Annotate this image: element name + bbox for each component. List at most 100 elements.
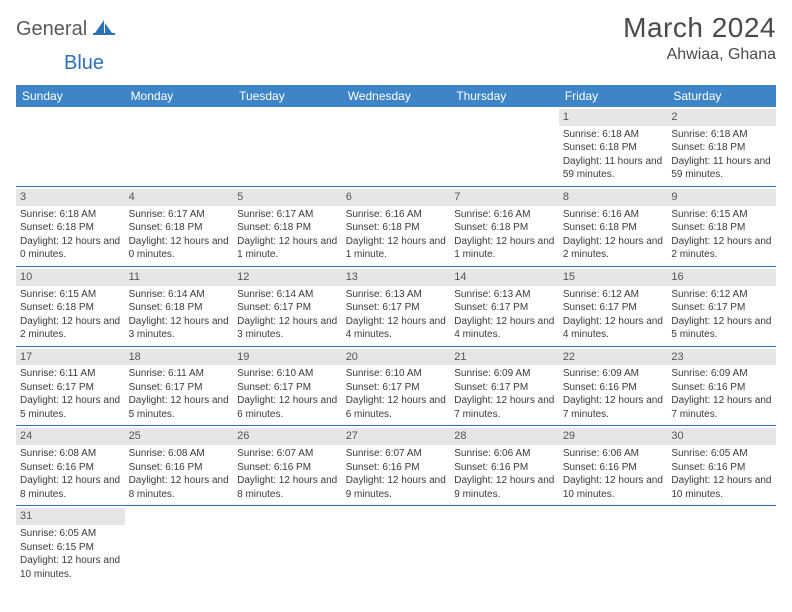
day-number: 4 (125, 189, 234, 206)
weekday-header: Tuesday (233, 85, 342, 107)
day-number: 28 (450, 428, 559, 445)
day-number: 1 (559, 109, 668, 126)
calendar-cell: 28Sunrise: 6:06 AMSunset: 6:16 PMDayligh… (450, 426, 559, 506)
day-info: Sunrise: 6:09 AMSunset: 6:17 PMDaylight:… (454, 367, 555, 421)
calendar-table: SundayMondayTuesdayWednesdayThursdayFrid… (16, 85, 776, 585)
calendar-row: 3Sunrise: 6:18 AMSunset: 6:18 PMDaylight… (16, 186, 776, 266)
calendar-cell: 14Sunrise: 6:13 AMSunset: 6:17 PMDayligh… (450, 266, 559, 346)
calendar-cell: 25Sunrise: 6:08 AMSunset: 6:16 PMDayligh… (125, 426, 234, 506)
calendar-cell (16, 107, 125, 186)
day-info: Sunrise: 6:17 AMSunset: 6:18 PMDaylight:… (129, 208, 230, 262)
calendar-cell: 12 Sunrise: 6:14 AMSunset: 6:17 PMDayligh… (233, 266, 342, 346)
day-info: Sunrise: 6:07 AMSunset: 6:16 PMDaylight:… (237, 447, 338, 501)
day-number: 29 (559, 428, 668, 445)
logo-text-general: General (16, 18, 87, 41)
day-number: 24 (16, 428, 125, 445)
day-number: 11 (125, 269, 234, 286)
day-info: Sunrise: 6:13 AMSunset: 6:17 PMDaylight:… (454, 288, 555, 342)
calendar-cell: 2 Sunrise: 6:18 AMSunset: 6:18 PMDaylight… (667, 107, 776, 186)
day-number: 27 (342, 428, 451, 445)
day-number: 9 (667, 189, 776, 206)
calendar-cell: 11Sunrise: 6:14 AMSunset: 6:18 PMDayligh… (125, 266, 234, 346)
calendar-cell: 21Sunrise: 6:09 AMSunset: 6:17 PMDayligh… (450, 346, 559, 426)
day-number: 18 (125, 349, 234, 366)
weekday-header: Sunday (16, 85, 125, 107)
day-number: 15 (559, 269, 668, 286)
title-block: March 2024 Ahwiaa, Ghana (623, 12, 776, 64)
calendar-cell: 31 Sunrise: 6:05 AMSunset: 6:15 PMDayligh… (16, 506, 125, 585)
day-number: 17 (16, 349, 125, 366)
day-info: Sunrise: 6:11 AMSunset: 6:17 PMDaylight:… (129, 367, 230, 421)
day-number: 2 (667, 109, 776, 126)
day-number: 23 (667, 349, 776, 366)
location: Ahwiaa, Ghana (623, 46, 776, 64)
day-number: 13 (342, 269, 451, 286)
day-info: Sunrise: 6:14 AMSunset: 6:17 PMDaylight:… (237, 288, 338, 342)
day-info: Sunrise: 6:09 AMSunset: 6:16 PMDaylight:… (671, 367, 772, 421)
weekday-header: Saturday (667, 85, 776, 107)
calendar-cell: 13 Sunrise: 6:13 AMSunset: 6:17 PMDayligh… (342, 266, 451, 346)
calendar-cell: 27 Sunrise: 6:07 AMSunset: 6:16 PMDayligh… (342, 426, 451, 506)
day-info: Sunrise: 6:15 AMSunset: 6:18 PMDaylight:… (671, 208, 772, 262)
calendar-cell: 10Sunrise: 6:15 AMSunset: 6:18 PMDayligh… (16, 266, 125, 346)
day-info: Sunrise: 6:10 AMSunset: 6:17 PMDaylight:… (346, 367, 447, 421)
calendar-row: 17Sunrise: 6:11 AMSunset: 6:17 PMDayligh… (16, 346, 776, 426)
day-info: Sunrise: 6:16 AMSunset: 6:18 PMDaylight:… (346, 208, 447, 262)
day-info: Sunrise: 6:15 AMSunset: 6:18 PMDaylight:… (20, 288, 121, 342)
calendar-cell (342, 107, 451, 186)
day-number: 26 (233, 428, 342, 445)
day-number: 31 (16, 508, 125, 525)
day-number: 22 (559, 349, 668, 366)
calendar-cell (233, 506, 342, 585)
calendar-cell (667, 506, 776, 585)
day-info: Sunrise: 6:18 AMSunset: 6:18 PMDaylight:… (671, 128, 772, 182)
day-info: Sunrise: 6:12 AMSunset: 6:17 PMDaylight:… (671, 288, 772, 342)
calendar-cell: 3Sunrise: 6:18 AMSunset: 6:18 PMDaylight… (16, 186, 125, 266)
day-info: Sunrise: 6:05 AMSunset: 6:15 PMDaylight:… (20, 527, 121, 581)
day-number: 12 (233, 269, 342, 286)
day-info: Sunrise: 6:18 AMSunset: 6:18 PMDaylight:… (563, 128, 664, 182)
day-number: 30 (667, 428, 776, 445)
day-info: Sunrise: 6:05 AMSunset: 6:16 PMDaylight:… (671, 447, 772, 501)
calendar-cell: 20Sunrise: 6:10 AMSunset: 6:17 PMDayligh… (342, 346, 451, 426)
weekday-header: Thursday (450, 85, 559, 107)
calendar-body: 1Sunrise: 6:18 AMSunset: 6:18 PMDaylight… (16, 107, 776, 585)
calendar-row: 24Sunrise: 6:08 AMSunset: 6:16 PMDayligh… (16, 426, 776, 506)
calendar-cell: 26 Sunrise: 6:07 AMSunset: 6:16 PMDayligh… (233, 426, 342, 506)
calendar-cell (559, 506, 668, 585)
day-info: Sunrise: 6:17 AMSunset: 6:18 PMDaylight:… (237, 208, 338, 262)
calendar-row: 31 Sunrise: 6:05 AMSunset: 6:15 PMDayligh… (16, 506, 776, 585)
month-title: March 2024 (623, 12, 776, 44)
day-info: Sunrise: 6:18 AMSunset: 6:18 PMDaylight:… (20, 208, 121, 262)
day-info: Sunrise: 6:07 AMSunset: 6:16 PMDaylight:… (346, 447, 447, 501)
calendar-cell (125, 506, 234, 585)
day-info: Sunrise: 6:10 AMSunset: 6:17 PMDaylight:… (237, 367, 338, 421)
calendar-cell: 24Sunrise: 6:08 AMSunset: 6:16 PMDayligh… (16, 426, 125, 506)
day-info: Sunrise: 6:08 AMSunset: 6:16 PMDaylight:… (129, 447, 230, 501)
calendar-cell: 6Sunrise: 6:16 AMSunset: 6:18 PMDaylight… (342, 186, 451, 266)
logo-sail-icon (93, 18, 115, 41)
calendar-cell (342, 506, 451, 585)
calendar-cell (233, 107, 342, 186)
weekday-header: Monday (125, 85, 234, 107)
day-number: 20 (342, 349, 451, 366)
day-number: 8 (559, 189, 668, 206)
calendar-cell: 19Sunrise: 6:10 AMSunset: 6:17 PMDayligh… (233, 346, 342, 426)
logo-text-blue: Blue (64, 52, 104, 75)
calendar-cell: 17Sunrise: 6:11 AMSunset: 6:17 PMDayligh… (16, 346, 125, 426)
weekday-header: Wednesday (342, 85, 451, 107)
calendar-cell: 29 Sunrise: 6:06 AMSunset: 6:16 PMDayligh… (559, 426, 668, 506)
day-number: 16 (667, 269, 776, 286)
calendar-cell: 4 Sunrise: 6:17 AMSunset: 6:18 PMDaylight… (125, 186, 234, 266)
calendar-cell: 8Sunrise: 6:16 AMSunset: 6:18 PMDaylight… (559, 186, 668, 266)
day-info: Sunrise: 6:16 AMSunset: 6:18 PMDaylight:… (454, 208, 555, 262)
day-info: Sunrise: 6:13 AMSunset: 6:17 PMDaylight:… (346, 288, 447, 342)
day-number: 7 (450, 189, 559, 206)
day-info: Sunrise: 6:06 AMSunset: 6:16 PMDaylight:… (563, 447, 664, 501)
day-number: 21 (450, 349, 559, 366)
calendar-cell: 9 Sunrise: 6:15 AMSunset: 6:18 PMDaylight… (667, 186, 776, 266)
day-number: 19 (233, 349, 342, 366)
day-info: Sunrise: 6:11 AMSunset: 6:17 PMDaylight:… (20, 367, 121, 421)
logo: General (16, 12, 117, 41)
day-info: Sunrise: 6:09 AMSunset: 6:16 PMDaylight:… (563, 367, 664, 421)
